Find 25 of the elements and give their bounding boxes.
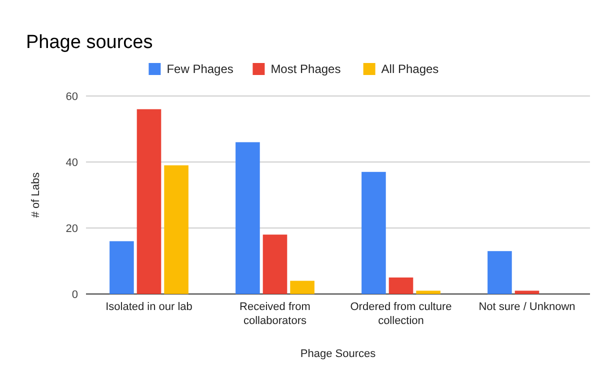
y-tick-label: 40 (66, 156, 78, 169)
y-tick-label: 60 (66, 90, 78, 103)
y-tick-label: 0 (72, 288, 78, 301)
bar (262, 234, 288, 294)
legend-label: Few Phages (166, 62, 234, 76)
x-tick-label: Ordered from culture collection (350, 301, 452, 327)
bar (164, 165, 188, 294)
bar (388, 278, 414, 294)
bar (416, 290, 440, 294)
bar (136, 109, 162, 294)
x-axis-title: Phage Sources (300, 348, 376, 360)
bar (514, 290, 540, 294)
bar (110, 241, 134, 294)
x-tick-label: Not sure / Unknown (478, 301, 576, 313)
bar (362, 172, 386, 294)
bar (290, 280, 314, 294)
x-tick-label: Isolated in our lab (106, 301, 192, 313)
x-tick-label: Received from collaborators (240, 301, 310, 327)
bar (236, 142, 260, 294)
y-axis-title: # of Labs (30, 172, 42, 218)
legend-label: Most Phages (270, 62, 341, 76)
legend-label: All Phages (381, 62, 439, 76)
bar (488, 251, 512, 294)
y-tick-label: 20 (66, 222, 78, 235)
chart-title: Phage sources (26, 32, 153, 53)
